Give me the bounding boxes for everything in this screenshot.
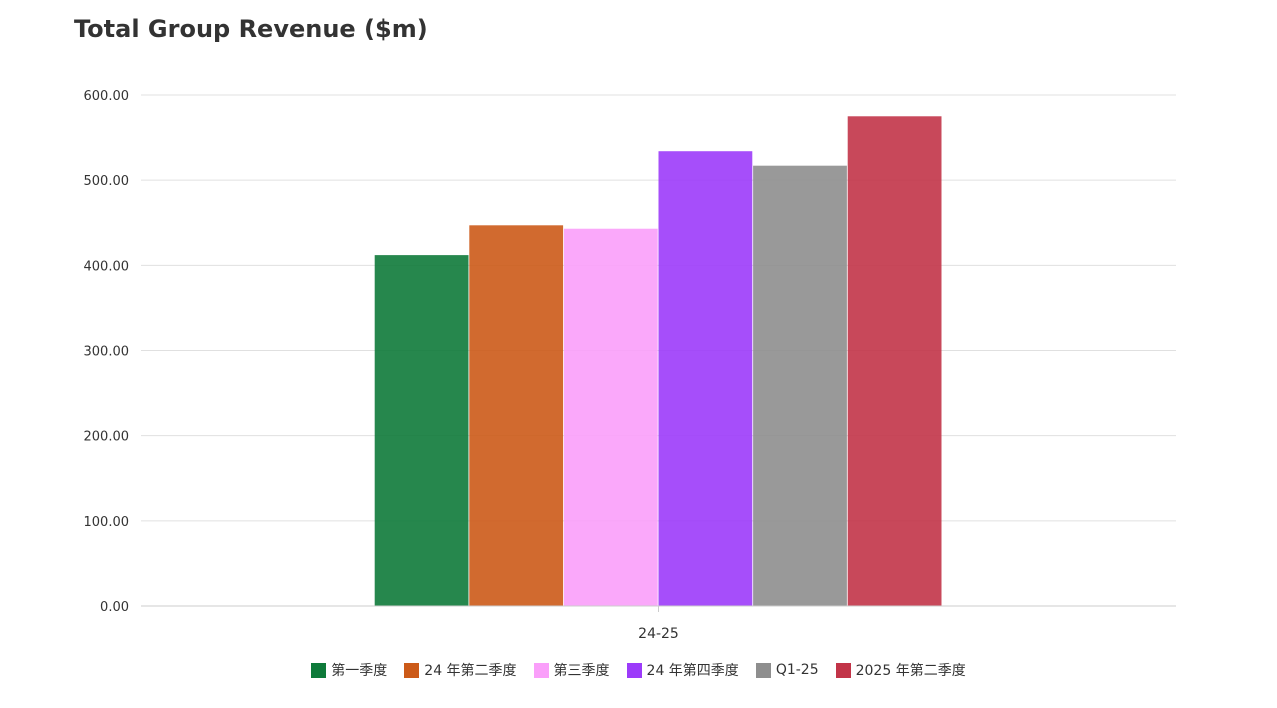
y-tick-label: 500.00 [84, 174, 130, 189]
x-tick-label: 24-25 [638, 626, 679, 642]
bar[interactable] [469, 225, 564, 606]
legend-label: 第一季度 [331, 663, 388, 679]
legend-item[interactable]: 24 年第四季度 [626, 660, 739, 680]
legend-label: Q1-25 [775, 662, 819, 678]
bar[interactable] [753, 165, 847, 606]
x-axis-ticks: 24-25 [638, 606, 679, 642]
legend-swatch [626, 662, 642, 678]
legend-label: 2025 年第二季度 [855, 663, 966, 679]
legend-label: 24 年第二季度 [424, 663, 517, 679]
bar[interactable] [847, 116, 942, 607]
bar[interactable] [374, 255, 469, 606]
legend-swatch [835, 662, 851, 678]
bar[interactable] [658, 151, 753, 606]
legend-label: 24 年第四季度 [646, 663, 739, 679]
legend: 第一季度 24 年第二季度 第三季度 24 年第四季度 Q1-25 2025 年第二季度 [0, 660, 1277, 680]
chart-title: Total Group Revenue ($m) [74, 15, 428, 43]
legend-swatch [755, 662, 771, 678]
legend-item[interactable]: 第三季度 [533, 660, 610, 680]
y-tick-label: 200.00 [84, 430, 130, 445]
y-tick-label: 600.00 [84, 89, 130, 104]
legend-item[interactable]: 2025 年第二季度 [835, 660, 966, 680]
y-tick-label: 400.00 [84, 259, 130, 274]
legend-label: 第三季度 [553, 663, 610, 679]
y-tick-label: 0.00 [100, 600, 129, 615]
legend-item[interactable]: 24 年第二季度 [404, 660, 517, 680]
bar-chart: 0.00 100.00 200.00 300.00 400.00 500.00 600.00… [84, 89, 1176, 642]
legend-swatch [404, 662, 420, 678]
bars [374, 116, 942, 607]
legend-item[interactable]: 第一季度 [311, 660, 387, 680]
legend-item[interactable]: Q1-25 [755, 662, 819, 678]
y-axis-ticks: 0.00 100.00 200.00 300.00 400.00 500.00 600.00 [84, 89, 130, 615]
y-tick-label: 100.00 [84, 515, 130, 530]
y-tick-label: 300.00 [84, 345, 130, 360]
legend-swatch [311, 662, 327, 678]
bar[interactable] [563, 228, 658, 606]
legend-swatch [533, 662, 549, 678]
